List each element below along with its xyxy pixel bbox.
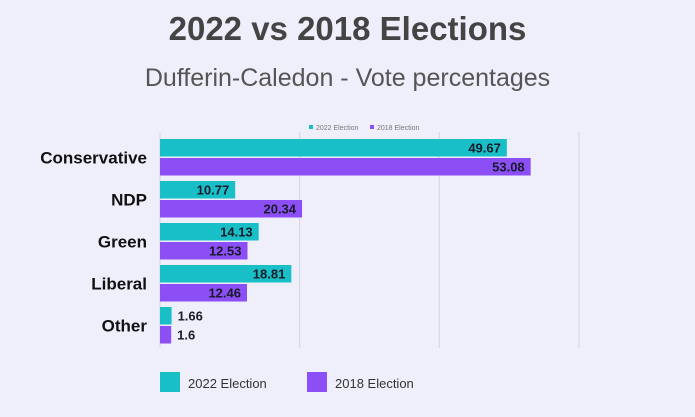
data-label: 12.53 — [209, 244, 242, 259]
category-label: Green — [98, 233, 147, 252]
data-label: 18.81 — [253, 267, 286, 282]
legend-top-swatch — [309, 125, 313, 129]
legend-bottom-label: 2018 Election — [335, 376, 414, 391]
bar-2022-election — [160, 181, 236, 199]
category-label: Other — [102, 317, 148, 336]
bar-2022-election — [160, 223, 259, 241]
legend-top-label: 2018 Election — [377, 125, 420, 132]
category-label: NDP — [111, 191, 147, 210]
legend-bottom-label: 2022 Election — [188, 376, 267, 391]
data-label: 12.46 — [208, 286, 241, 301]
bar-2018-election — [160, 158, 531, 176]
bar-2018-election — [160, 200, 303, 218]
data-label: 49.67 — [468, 141, 501, 156]
data-label: 53.08 — [492, 160, 525, 175]
bar-2018-election — [160, 326, 172, 344]
category-label: Liberal — [91, 275, 147, 294]
chart-subtitle: Dufferin-Caledon - Vote percentages — [144, 64, 551, 92]
data-label: 20.34 — [263, 202, 296, 217]
legend-bottom-swatch — [160, 372, 180, 392]
category-label: Conservative — [40, 149, 147, 168]
chart-title: 2022 vs 2018 Elections — [168, 10, 527, 47]
bar-2018-election — [160, 284, 248, 302]
data-label: 10.77 — [197, 183, 230, 198]
bar-2018-election — [160, 242, 248, 260]
bar-2022-election — [160, 265, 292, 283]
legend-top-swatch — [370, 125, 374, 129]
data-label: 1.6 — [177, 328, 195, 343]
data-label: 14.13 — [220, 225, 253, 240]
data-label: 1.66 — [178, 309, 203, 324]
legend-bottom-swatch — [307, 372, 327, 392]
bar-2022-election — [160, 307, 172, 325]
bar-2022-election — [160, 139, 507, 157]
legend-top-label: 2022 Election — [316, 125, 359, 132]
